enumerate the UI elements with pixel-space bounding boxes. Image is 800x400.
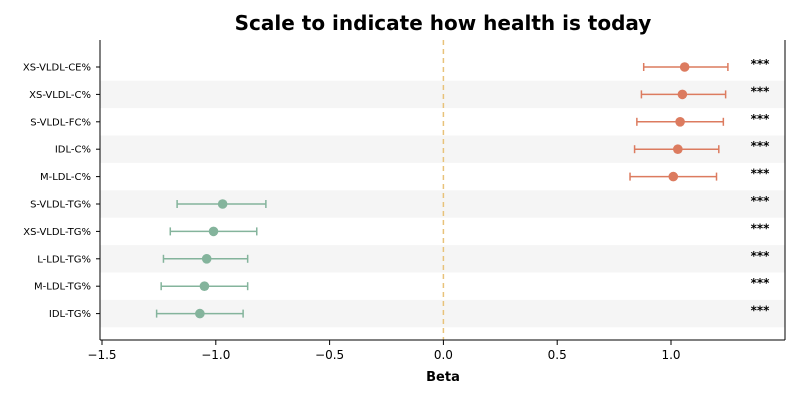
y-tick-label: S-VLDL-FC% [30,117,91,128]
y-tick-label: M-LDL-TG% [34,282,91,293]
significance-label: *** [751,304,771,318]
y-tick-label: XS-VLDL-C% [29,90,91,101]
significance-label: *** [751,194,771,208]
beta-point [199,281,210,292]
x-tick-label: 0.5 [548,348,567,362]
beta-point [675,117,685,127]
y-tick-label: L-LDL-TG% [37,254,91,265]
beta-point [668,171,679,182]
y-tick-label: XS-VLDL-TG% [23,227,91,238]
beta-point [201,253,212,264]
x-tick-label: −1.5 [87,348,116,362]
significance-label: *** [751,84,771,98]
beta-point [195,308,205,319]
significance-label: *** [751,221,771,235]
significance-label: *** [751,167,771,181]
x-tick-label: 0.0 [434,348,453,362]
y-tick-label: XS-VLDL-CE% [23,63,91,74]
beta-point [673,144,683,154]
x-tick-label: −0.5 [315,348,344,362]
y-tick-label: M-LDL-C% [40,172,91,183]
plot-area: −1.5 −1.0 −0.5 0.0 0.5 1.0 XS-VLDL-CE% *** XS-VL… [23,40,786,362]
significance-label: *** [751,276,771,290]
y-tick-label: S-VLDL-TG% [30,200,91,211]
beta-point [208,226,219,237]
x-tick-label: −1.0 [201,348,230,362]
x-tick-label: 1.0 [661,348,680,362]
significance-label: *** [751,112,771,126]
y-tick-label: IDL-TG% [49,309,91,320]
x-axis-label: Beta [426,370,460,385]
chart-title: Scale to indicate how health is today [235,11,652,35]
significance-label: *** [751,249,771,263]
significance-label: *** [751,139,771,153]
y-tick-label: IDL-C% [55,145,91,156]
beta-point [677,89,688,100]
significance-label: *** [751,57,771,71]
beta-point [679,62,690,72]
beta-point [217,199,228,209]
